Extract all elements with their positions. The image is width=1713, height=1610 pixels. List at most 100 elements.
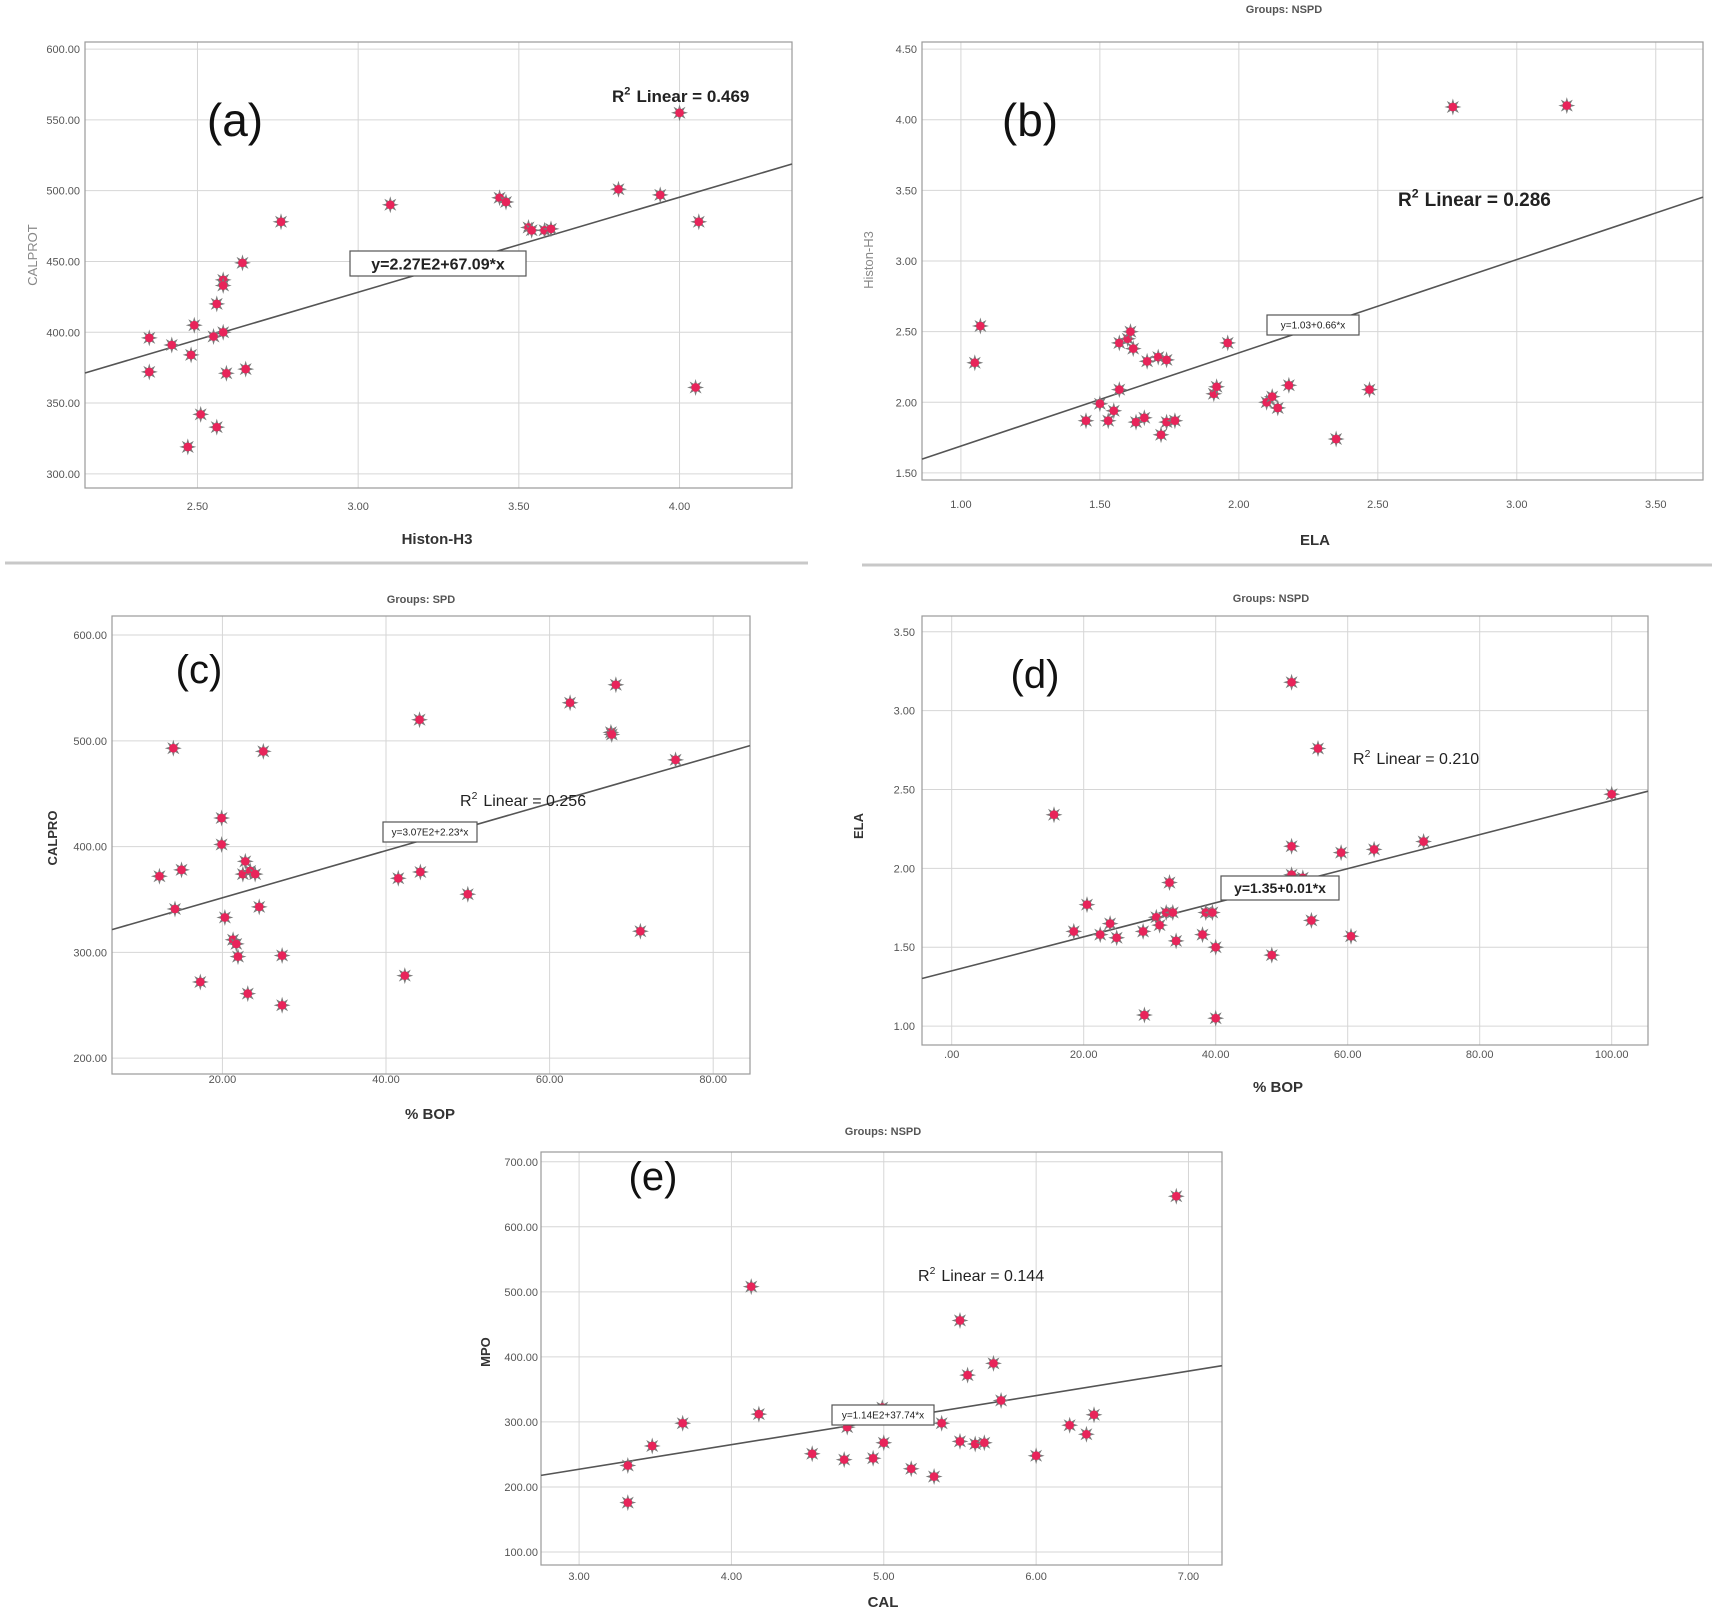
data-point bbox=[1122, 323, 1139, 341]
data-point bbox=[610, 180, 627, 198]
chart-panel-b: 1.00 1.50 2.00 2.50 3.00 3.50 1.50 2.00 2.50 3.00… bbox=[861, 4, 1704, 549]
r2-superscript: 2 bbox=[930, 1266, 936, 1277]
x-tick-label: 4.00 bbox=[669, 501, 690, 513]
data-point-core bbox=[1171, 936, 1181, 946]
data-point-core bbox=[238, 258, 247, 268]
data-point bbox=[214, 277, 232, 294]
data-point bbox=[1207, 938, 1225, 956]
data-point bbox=[1164, 904, 1182, 921]
data-point-core bbox=[906, 1464, 916, 1474]
data-point bbox=[1166, 412, 1184, 430]
y-tick-label: 3.00 bbox=[894, 706, 915, 718]
data-point-core bbox=[144, 333, 154, 343]
data-point bbox=[1045, 806, 1063, 824]
data-point-core bbox=[1082, 1429, 1091, 1439]
data-point-core bbox=[1171, 1191, 1181, 1201]
panel-label: (a) bbox=[207, 94, 263, 146]
data-point-core bbox=[1128, 344, 1138, 353]
data-point-core bbox=[1095, 399, 1105, 409]
data-point bbox=[411, 711, 428, 729]
data-point bbox=[239, 985, 257, 1003]
data-point bbox=[1108, 929, 1126, 947]
group-title: Groups: NSPD bbox=[1246, 4, 1322, 16]
group-title: Groups: SPD bbox=[387, 594, 456, 606]
data-point bbox=[864, 1449, 882, 1467]
plot-frame bbox=[84, 41, 793, 489]
data-point-core bbox=[1198, 930, 1207, 939]
data-point bbox=[925, 1468, 943, 1485]
data-point bbox=[1283, 837, 1301, 855]
data-point-core bbox=[217, 813, 226, 823]
data-point bbox=[959, 1366, 977, 1384]
data-point-core bbox=[183, 442, 193, 452]
data-point bbox=[1061, 1416, 1079, 1434]
data-point-core bbox=[243, 989, 253, 998]
y-tick-label: 200.00 bbox=[504, 1482, 538, 1494]
data-point-core bbox=[970, 1439, 980, 1449]
data-point bbox=[396, 967, 414, 985]
data-point bbox=[1194, 926, 1211, 944]
data-point-core bbox=[1562, 101, 1572, 110]
data-point-core bbox=[1313, 744, 1323, 753]
data-point-core bbox=[1138, 927, 1148, 936]
x-axis-label: % BOP bbox=[405, 1106, 455, 1123]
data-point-core bbox=[955, 1316, 965, 1325]
data-point-core bbox=[1165, 878, 1174, 887]
data-point-core bbox=[1115, 385, 1124, 394]
data-point bbox=[246, 865, 264, 883]
data-point-core bbox=[963, 1370, 972, 1380]
plot-frame bbox=[540, 1151, 1223, 1566]
y-axis-label: ELA bbox=[851, 812, 866, 839]
y-tick-label: 2.00 bbox=[896, 397, 917, 409]
y-tick-label: 300.00 bbox=[504, 1417, 538, 1429]
data-point bbox=[234, 254, 251, 272]
data-point-core bbox=[233, 952, 243, 961]
data-point-core bbox=[1336, 848, 1346, 857]
data-point bbox=[966, 1435, 984, 1453]
r2-label: R2 Linear = 0.286 bbox=[1398, 186, 1551, 211]
data-point-core bbox=[970, 358, 980, 368]
data-point-core bbox=[186, 350, 196, 360]
data-point bbox=[1101, 915, 1119, 933]
data-point-core bbox=[955, 1437, 965, 1446]
data-point-core bbox=[807, 1449, 817, 1459]
data-point bbox=[1124, 340, 1142, 358]
y-tick-label: 4.50 bbox=[896, 44, 917, 56]
data-point bbox=[1263, 388, 1281, 406]
data-point bbox=[1138, 352, 1156, 370]
data-point bbox=[619, 1457, 637, 1474]
data-point-core bbox=[217, 840, 226, 849]
r2-superscript: 2 bbox=[1412, 186, 1419, 200]
panel-label: (e) bbox=[629, 1155, 678, 1199]
fit-equation: y=2.27E2+67.09*x bbox=[371, 256, 505, 273]
data-point-core bbox=[1267, 392, 1277, 401]
r2-superscript: 2 bbox=[1365, 749, 1371, 760]
data-point bbox=[273, 996, 291, 1014]
x-tick-label: 80.00 bbox=[1466, 1049, 1494, 1061]
data-point-core bbox=[1082, 900, 1092, 909]
data-point bbox=[651, 186, 669, 204]
x-tick-label: 2.00 bbox=[1228, 499, 1249, 511]
data-point bbox=[631, 922, 649, 940]
data-point bbox=[1365, 840, 1383, 858]
data-point bbox=[835, 1451, 853, 1469]
r2-label: R2 Linear = 0.144 bbox=[918, 1266, 1044, 1285]
data-point bbox=[1161, 874, 1178, 891]
data-point bbox=[254, 742, 272, 760]
data-point bbox=[803, 1445, 821, 1463]
y-tick-label: 1.50 bbox=[894, 942, 915, 954]
data-point-core bbox=[232, 939, 241, 949]
group-title: Groups: NSPD bbox=[1233, 593, 1309, 605]
data-point-core bbox=[276, 217, 286, 227]
x-axis-label: ELA bbox=[1300, 532, 1330, 549]
data-point bbox=[216, 909, 234, 926]
data-point-core bbox=[1109, 406, 1119, 416]
y-tick-label: 600.00 bbox=[46, 44, 80, 56]
data-point bbox=[140, 329, 158, 347]
data-point bbox=[975, 1434, 993, 1452]
y-tick-label: 500.00 bbox=[73, 736, 107, 748]
data-point bbox=[1085, 1406, 1103, 1424]
data-point bbox=[1134, 922, 1152, 940]
y-tick-label: 500.00 bbox=[46, 186, 80, 198]
data-point-core bbox=[546, 224, 556, 234]
